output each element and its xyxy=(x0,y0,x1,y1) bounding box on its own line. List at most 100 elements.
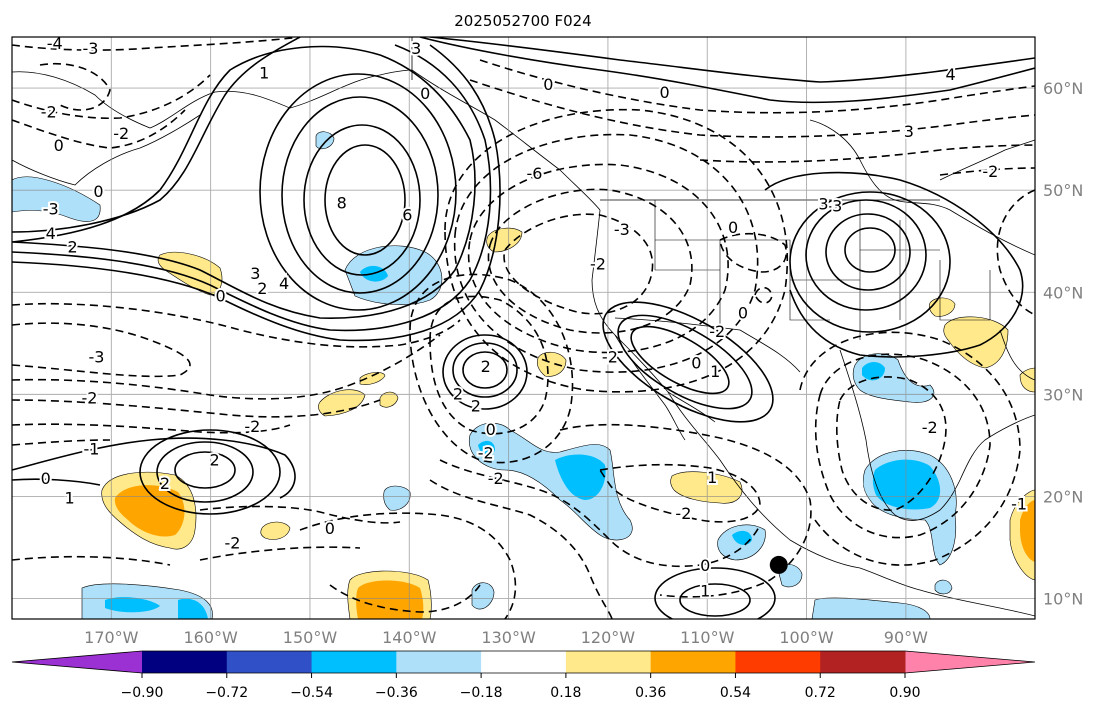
contour-label: -1 xyxy=(83,439,99,458)
contour-tropic-dashed xyxy=(329,584,481,613)
contour-high-central xyxy=(12,437,296,499)
contour-label: -2 xyxy=(41,103,57,122)
contour-label: 0 xyxy=(691,354,701,373)
contour-label: 0 xyxy=(659,83,669,102)
contour-midpacific-dashed xyxy=(12,302,461,348)
colorbar-tick-label: −0.72 xyxy=(205,685,248,701)
contour-midpacific-dashed xyxy=(12,423,291,434)
colorbar-tick-label: −0.54 xyxy=(290,685,333,701)
contour-label: -2 xyxy=(922,418,938,437)
shade-positive-region xyxy=(943,316,1009,369)
dashed-contours xyxy=(12,37,1035,619)
colorbar-segment xyxy=(226,651,313,673)
shade-negative-core xyxy=(478,440,495,455)
lon-tick-label: 170°W xyxy=(84,628,139,647)
contour-label: -4 xyxy=(47,34,63,53)
colorbar-segment xyxy=(735,651,821,673)
contour-label: 3 xyxy=(250,264,260,283)
shade-positive-region xyxy=(359,372,386,385)
shade-positive-core xyxy=(356,580,424,619)
lon-tick-label: 120°W xyxy=(581,628,636,647)
contour-label: 0 xyxy=(93,182,103,201)
contour-high-pacific xyxy=(259,73,457,311)
contour-tropic-dashed xyxy=(599,463,761,523)
contour-label: 4 xyxy=(46,224,56,243)
coastline-labrador xyxy=(939,139,1035,181)
map-frame xyxy=(11,36,1036,620)
contour-high-canada xyxy=(844,227,896,273)
coastline-alaska-panhandle xyxy=(411,69,601,211)
lon-tick-label: 100°W xyxy=(779,628,834,647)
contour-high-mexico xyxy=(617,314,753,410)
contour-label: -2 xyxy=(602,348,618,367)
lat-tick-label: 10°N xyxy=(1043,590,1083,609)
contour-east-pacific-dashed xyxy=(719,232,787,273)
colorbar-extend-low xyxy=(12,651,142,673)
colorbar-segment xyxy=(820,651,906,673)
shade-negative-core xyxy=(555,454,606,500)
contour-high-pacific xyxy=(303,124,421,276)
contour-label: 1 xyxy=(707,468,717,487)
shade-positive-core xyxy=(114,485,185,537)
coastline-alaska xyxy=(12,69,413,186)
contour-label: 1 xyxy=(710,362,720,381)
contour-tropic-dashed xyxy=(12,555,171,566)
contour-high-canada xyxy=(805,199,927,311)
contour-label: -2 xyxy=(488,469,504,488)
latitude-tick-labels: 60°N 50°N 40°N 30°N 20°N 10°N xyxy=(1043,79,1083,609)
contour-trough-north xyxy=(429,37,1035,83)
contour-label: 3 xyxy=(818,194,828,213)
contour-label: -3 xyxy=(82,39,98,58)
contour-high-canada xyxy=(789,191,951,333)
coastline-west xyxy=(591,209,1035,617)
contour-high-pacific xyxy=(12,37,301,233)
contour-label: 2 xyxy=(67,237,77,256)
contour-bering-dashed xyxy=(12,37,301,51)
contour-label: -1 xyxy=(1011,495,1027,514)
contour-bering-dashed xyxy=(39,62,111,111)
shade-positive-region xyxy=(379,391,399,408)
lon-tick-label: 150°W xyxy=(283,628,338,647)
lon-tick-label: 130°W xyxy=(481,628,536,647)
contour-high-south xyxy=(679,583,751,617)
contour-label: -3 xyxy=(826,196,842,215)
contour-bering-dashed xyxy=(12,109,186,149)
shade-positive-region xyxy=(670,471,743,504)
contour-label: -2 xyxy=(675,504,691,523)
contour-label: 2 xyxy=(210,451,220,470)
contour-high-pacific xyxy=(12,44,501,342)
contour-high-pacific xyxy=(12,45,476,319)
solid-contours xyxy=(12,37,1035,619)
contour-high-south xyxy=(654,567,776,619)
contour-label: -2 xyxy=(81,388,97,407)
contour-subtropic-dashed xyxy=(409,273,574,464)
colorbar-segment xyxy=(311,651,397,673)
contour-label: -2 xyxy=(225,533,241,552)
contour-gulf-dashed xyxy=(836,376,947,511)
contour-midpacific-dashed xyxy=(12,399,381,418)
contour-label: 3 xyxy=(411,39,421,58)
shaded-fields xyxy=(12,131,1035,619)
shade-negative-region xyxy=(934,579,953,595)
contour-north-dashed xyxy=(479,59,1035,114)
contour-north-dashed xyxy=(699,144,1035,163)
colorbar-tick-label: 0.90 xyxy=(889,685,920,701)
shade-positive-region xyxy=(536,351,567,377)
colorbar: −0.90 −0.72 −0.54 −0.36 −0.18 0.18 0.36 0.54 0.7… xyxy=(11,650,1036,701)
colorbar-tick-label: −0.18 xyxy=(460,685,503,701)
contour-low-northeast-pacific xyxy=(487,188,693,334)
contour-label: 2 xyxy=(471,397,481,416)
contour-label: 3 xyxy=(904,122,914,141)
lat-tick-label: 50°N xyxy=(1043,181,1083,200)
contour-label: 0 xyxy=(543,75,553,94)
contour-label: 0 xyxy=(728,218,738,237)
lat-tick-label: 30°N xyxy=(1043,385,1083,404)
contour-north-dashed xyxy=(939,167,1035,176)
contour-low-northeast-pacific xyxy=(467,163,729,354)
contour-high-central xyxy=(174,451,236,489)
contour-label: -3 xyxy=(614,220,630,239)
contour-label: -2 xyxy=(590,255,606,274)
contour-trough-north xyxy=(419,37,1035,104)
contour-label: 0 xyxy=(420,84,430,103)
